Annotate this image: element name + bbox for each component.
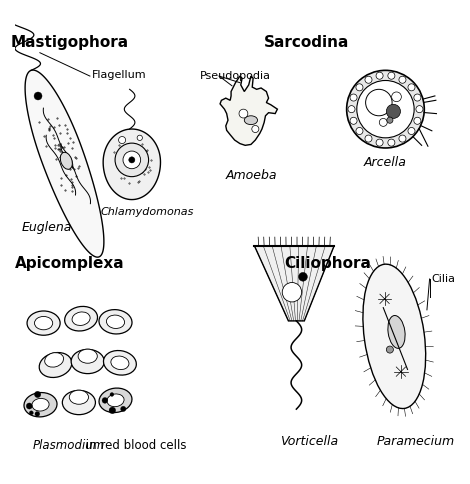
Ellipse shape [103,351,136,375]
Polygon shape [25,71,104,257]
Text: Arcella: Arcella [364,156,407,169]
Text: Vorticella: Vorticella [280,435,338,448]
Circle shape [356,128,363,135]
Text: in red blood cells: in red blood cells [82,438,187,451]
Ellipse shape [72,312,90,326]
Circle shape [376,73,383,80]
Circle shape [29,411,33,415]
Circle shape [239,110,248,119]
Circle shape [129,157,135,164]
Text: Sarcodina: Sarcodina [263,35,349,50]
Circle shape [414,95,421,102]
Circle shape [414,118,421,125]
Circle shape [137,136,142,141]
Ellipse shape [99,388,132,413]
Ellipse shape [63,391,95,415]
Ellipse shape [69,391,88,405]
Polygon shape [254,246,334,321]
Circle shape [115,144,149,177]
Ellipse shape [39,353,72,378]
Text: Paramecium: Paramecium [376,435,455,448]
Circle shape [386,347,393,353]
Circle shape [118,137,125,144]
Text: Plasmodium: Plasmodium [32,438,105,451]
Text: Mastigophora: Mastigophora [11,35,129,50]
Ellipse shape [24,393,57,417]
Circle shape [387,118,393,124]
Text: Chlamydomonas: Chlamydomonas [101,206,194,216]
Circle shape [408,128,415,135]
Ellipse shape [27,311,60,335]
Circle shape [123,152,141,169]
Circle shape [356,85,363,91]
Ellipse shape [78,349,97,363]
Circle shape [252,126,259,133]
Text: Amoeba: Amoeba [225,168,277,182]
Ellipse shape [244,117,258,125]
Ellipse shape [388,316,405,348]
Circle shape [35,412,40,416]
Circle shape [350,95,357,102]
Ellipse shape [111,356,129,370]
Circle shape [388,73,395,80]
Circle shape [348,106,355,113]
Circle shape [26,403,32,409]
Circle shape [365,136,372,143]
Ellipse shape [71,349,104,374]
Circle shape [282,283,302,302]
Circle shape [121,407,126,412]
Circle shape [357,81,414,138]
Ellipse shape [99,310,132,334]
Circle shape [408,85,415,91]
Circle shape [34,93,42,101]
Ellipse shape [107,394,124,407]
Circle shape [399,136,406,143]
Ellipse shape [60,153,72,170]
Text: Apicomplexa: Apicomplexa [15,255,125,270]
Circle shape [109,407,116,414]
Circle shape [366,90,392,117]
Circle shape [399,77,406,84]
Circle shape [365,77,372,84]
Text: Ciliophora: Ciliophora [285,255,372,270]
Circle shape [376,140,383,147]
Text: Cilia: Cilia [432,273,456,283]
Ellipse shape [106,316,125,329]
Polygon shape [103,130,160,200]
Circle shape [379,119,387,127]
Circle shape [347,71,424,149]
Ellipse shape [34,317,53,330]
Ellipse shape [65,307,97,332]
Circle shape [388,140,395,147]
Circle shape [110,393,114,396]
Circle shape [386,105,400,119]
Text: Euglena: Euglena [22,220,72,233]
Text: Flagellum: Flagellum [92,70,147,80]
Text: Pseudopodia: Pseudopodia [200,71,271,80]
Polygon shape [220,77,277,146]
Circle shape [34,392,41,398]
Circle shape [416,106,423,113]
Circle shape [392,93,401,103]
Circle shape [298,273,307,282]
Ellipse shape [32,398,49,411]
Ellipse shape [363,265,426,408]
Ellipse shape [45,353,63,367]
Circle shape [350,118,357,125]
Circle shape [102,398,108,404]
